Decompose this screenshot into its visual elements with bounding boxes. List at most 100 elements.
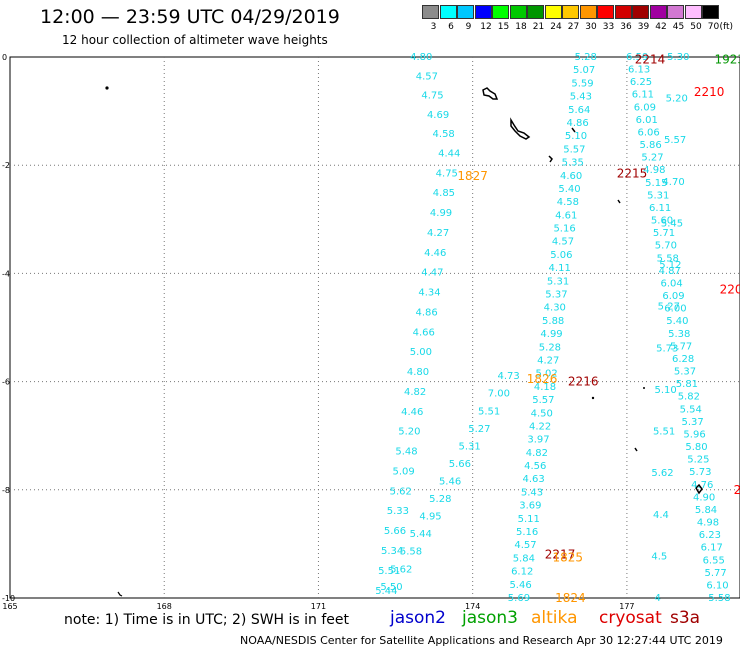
map-title: 12:00 — 23:59 UTC 04/29/2019 (40, 6, 340, 28)
wave-height-value: 5.54 (680, 404, 702, 415)
wave-height-value: 6.25 (630, 77, 652, 88)
wave-height-value: 4.56 (524, 461, 546, 472)
legend-label: 21 (532, 22, 545, 32)
wave-height-value: 4.44 (438, 148, 460, 159)
pass-time-label: 2216 (568, 375, 599, 389)
wave-height-value: 5.62 (651, 468, 673, 479)
legend-label: 9 (465, 22, 472, 32)
wave-height-value: 5.71 (653, 228, 675, 239)
wave-height-value: 6.09 (662, 291, 684, 302)
legend-label: 30 (585, 22, 597, 32)
legend-label: 39 (637, 22, 650, 32)
legend-swatch (667, 5, 684, 19)
wave-height-value: 5.58 (708, 593, 730, 604)
wave-height-value: 5.31 (458, 441, 480, 452)
wave-height-value: 5.66 (384, 526, 406, 537)
wave-height-value: 4.95 (419, 512, 441, 523)
lat-tick-label: 0 (2, 53, 7, 62)
lon-tick-label: 168 (157, 602, 172, 611)
island (482, 87, 499, 100)
legend-label: 24 (550, 22, 562, 32)
wave-height-value: 4.90 (693, 492, 715, 503)
legend-label: 12 (480, 22, 492, 32)
wave-height-value: 5.31 (547, 276, 569, 287)
island (571, 127, 576, 133)
track-altika: 4.80 4.57 4.75 4.69 4.58 4.44 4.75 4.85 4.99 4.27… (375, 52, 520, 597)
color-legend: 3 6 9 12 15 18 21 24 27 30 33 36 39 42 45 50 70 (ft) (422, 5, 733, 33)
wave-height-value: 6.12 (511, 567, 533, 578)
wave-height-value: 4.18 (534, 382, 556, 393)
wave-height-value: 4.87 (659, 266, 681, 277)
wave-height-value: 5.00 (410, 347, 432, 358)
wave-height-value: 4.50 (531, 408, 553, 419)
wave-height-value: 4.98 (697, 518, 719, 529)
wave-height-value: 5.51 (478, 406, 500, 417)
wave-height-value: 5.20 (666, 94, 688, 105)
lat-tick-label: -2 (2, 161, 10, 170)
wave-height-value: 5.73 (656, 343, 678, 354)
wave-height-value: 4.99 (430, 208, 452, 219)
wave-height-value: 4.86 (566, 118, 588, 129)
pass-time-label: 1825 (553, 550, 584, 564)
wave-height-value: 5.27 (468, 424, 490, 435)
wave-height-value: 5.88 (542, 316, 564, 327)
wave-height-value: 5.43 (521, 487, 543, 498)
wave-height-value: 5.77 (670, 341, 692, 352)
wave-height-value: 5.57 (563, 144, 585, 155)
pass-time-label: 2210 (694, 85, 725, 99)
legend-label: 42 (655, 22, 667, 32)
legend-label: 18 (515, 22, 527, 32)
wave-height-value: 5.57 (532, 395, 554, 406)
legend-swatch (684, 5, 702, 19)
wave-height-value: 5.51 (378, 566, 400, 577)
wave-height-value: 5.27 (641, 153, 663, 164)
wave-height-value: 5.16 (553, 224, 575, 235)
pass-time-labels: 2214192322101827221522091826221622217182… (457, 53, 740, 605)
track-s3a: 6.596.136.256.116.096.016.065.865.274.98… (626, 52, 731, 604)
wave-height-value: 4.99 (540, 329, 562, 340)
wave-height-value: 5.07 (573, 65, 595, 76)
wave-height-value: 5.20 (398, 427, 420, 438)
wave-height-value: 5.70 (655, 241, 677, 252)
island (695, 483, 703, 495)
pass-time-label: 1826 (527, 372, 558, 386)
wave-height-value: 5.57 (664, 135, 686, 146)
wave-height-value: 5.37 (545, 290, 567, 301)
wave-height-value: 5.50 (380, 582, 402, 593)
wave-height-value: 5.31 (647, 190, 669, 201)
wave-height-value: 6.28 (672, 354, 694, 365)
wave-height-value: 5.69 (508, 593, 530, 604)
wave-height-value: 6.23 (699, 530, 721, 541)
wave-height-value: 5.27 (658, 302, 680, 313)
wave-height-value: 4.61 (555, 210, 577, 221)
wave-height-value: 4.58 (557, 197, 579, 208)
pass-time-label: 2214 (635, 53, 666, 67)
footer-note: note: 1) Time is in UTC; 2) SWH is in fe… (64, 612, 350, 628)
wave-height-value: 4.27 (537, 355, 559, 366)
wave-height-value: 4.70 (662, 177, 684, 188)
wave-height-value: 5.10 (655, 385, 677, 396)
island (548, 155, 553, 163)
wave-height-value: 5.82 (678, 392, 700, 403)
wave-height-value: 5.30 (667, 52, 689, 63)
wave-height-value: 4.34 (418, 288, 440, 299)
legend-swatch (579, 5, 597, 19)
wave-height-value: 5.45 (661, 218, 683, 229)
wave-height-value: 3.69 (519, 501, 541, 512)
wave-height-value: 4.57 (514, 540, 536, 551)
legend-unit: (ft) (719, 22, 734, 32)
wave-height-value: 4.57 (552, 237, 574, 248)
legend-swatch (562, 5, 579, 19)
wave-height-value: 5.16 (516, 527, 538, 538)
lat-tick-label: -8 (2, 486, 10, 495)
wave-height-value: 6.06 (638, 127, 660, 138)
pass-time-label: 1827 (457, 169, 488, 183)
legend-swatch (649, 5, 667, 19)
island (117, 591, 123, 597)
wave-height-value: 5.80 (685, 442, 707, 453)
wave-height-value: 5.64 (568, 105, 590, 116)
wave-height-value: 4.30 (544, 303, 566, 314)
legend-swatch (527, 5, 544, 19)
wave-height-value: 5.37 (682, 417, 704, 428)
